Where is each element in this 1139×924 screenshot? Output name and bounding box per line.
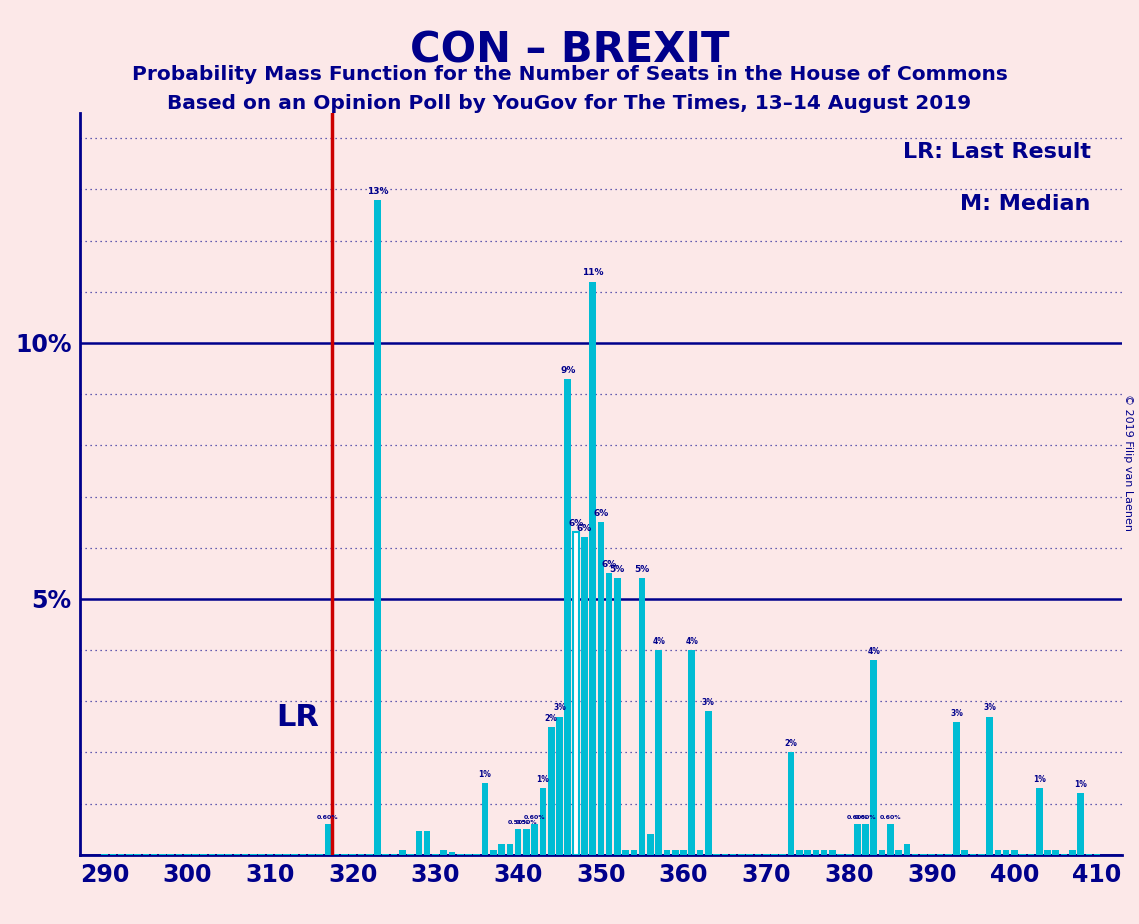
Text: 4%: 4% [653,637,665,646]
Text: 6%: 6% [593,509,608,518]
Bar [531,824,538,855]
Bar [812,849,819,855]
Bar [953,722,960,855]
Text: 3%: 3% [702,699,715,708]
Bar [523,829,530,855]
Text: 4%: 4% [686,637,698,646]
Text: Probability Mass Function for the Number of Seats in the House of Commons: Probability Mass Function for the Number… [132,65,1007,84]
Bar [895,849,902,855]
Bar [961,849,968,855]
Bar [614,578,621,855]
Bar [994,849,1001,855]
Bar [449,852,456,855]
Bar [639,578,646,855]
Text: 1%: 1% [1033,775,1046,784]
Text: 0.50%: 0.50% [507,820,528,825]
Bar [565,379,571,855]
Bar [664,849,670,855]
Bar [821,849,827,855]
Text: 3%: 3% [983,703,995,712]
Text: 13%: 13% [367,187,388,196]
Bar [688,650,695,855]
Bar [507,845,514,855]
Text: 2%: 2% [544,713,558,723]
Bar [556,716,563,855]
Text: 0.60%: 0.60% [854,815,876,820]
Text: 6%: 6% [576,524,592,533]
Text: 0.60%: 0.60% [879,815,901,820]
Bar [705,711,712,855]
Bar [697,849,704,855]
Bar [1044,849,1051,855]
Bar [498,845,505,855]
Bar [1077,794,1084,855]
Bar [631,849,637,855]
Text: 5%: 5% [634,565,650,575]
Bar [325,824,331,855]
Text: © 2019 Filip van Laenen: © 2019 Filip van Laenen [1123,394,1132,530]
Text: 0.50%: 0.50% [516,820,538,825]
Bar [1070,849,1075,855]
Text: 1%: 1% [1074,780,1087,789]
Bar [870,661,877,855]
Text: 0.60%: 0.60% [524,815,546,820]
Text: 1%: 1% [478,770,491,779]
Bar [804,849,811,855]
Text: 5%: 5% [609,565,625,575]
Bar [672,849,679,855]
Bar [424,832,431,855]
Text: 3%: 3% [554,703,566,712]
Bar [1011,849,1018,855]
Bar [606,573,613,855]
Bar [647,834,654,855]
Text: 0.60%: 0.60% [846,815,868,820]
Bar [655,650,662,855]
Bar [1035,788,1042,855]
Bar [515,829,522,855]
Text: 2%: 2% [785,739,797,748]
Bar [879,849,885,855]
Bar [796,849,803,855]
Text: 0.60%: 0.60% [317,815,338,820]
Bar [589,282,596,855]
Bar [887,824,894,855]
Bar [854,824,861,855]
Bar [416,832,423,855]
Text: M: Median: M: Median [960,194,1091,214]
Bar [482,783,489,855]
Text: LR: Last Result: LR: Last Result [902,142,1091,163]
Bar [399,849,405,855]
Text: 6%: 6% [601,560,616,569]
Bar [903,845,910,855]
Text: 11%: 11% [582,269,604,277]
Bar [548,727,555,855]
Bar [680,849,687,855]
Bar [829,849,836,855]
Bar [598,522,604,855]
Bar [1052,849,1059,855]
Bar [573,532,580,855]
Text: CON – BREXIT: CON – BREXIT [410,30,729,71]
Text: 6%: 6% [568,519,583,529]
Bar [622,849,629,855]
Bar [862,824,869,855]
Text: Based on an Opinion Poll by YouGov for The Times, 13–14 August 2019: Based on an Opinion Poll by YouGov for T… [167,94,972,114]
Bar [441,849,446,855]
Bar [788,752,794,855]
Text: LR: LR [277,703,320,732]
Text: 1%: 1% [536,775,549,784]
Bar [581,538,588,855]
Bar [375,200,380,855]
Bar [540,788,547,855]
Bar [490,849,497,855]
Text: 3%: 3% [950,709,962,718]
Text: 4%: 4% [867,647,880,656]
Bar [986,716,993,855]
Bar [1002,849,1009,855]
Text: 9%: 9% [560,366,575,375]
